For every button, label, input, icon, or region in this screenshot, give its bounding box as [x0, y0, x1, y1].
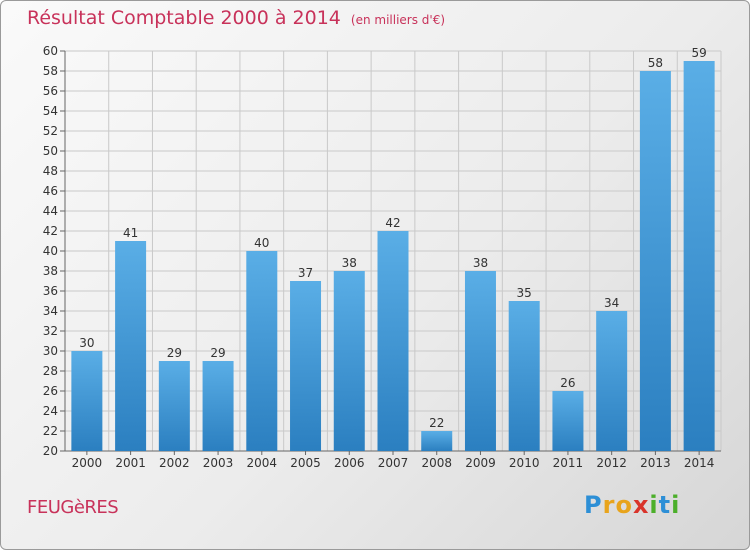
bar-2009 [464, 271, 496, 451]
bar-2002 [158, 361, 190, 451]
value-label: 40 [254, 236, 269, 250]
value-label: 58 [648, 56, 663, 70]
bar-2001 [115, 241, 147, 451]
bar-2008 [421, 431, 453, 451]
y-tick-label: 22 [43, 424, 58, 438]
logo-letter: i [671, 491, 681, 519]
bar-2013 [639, 71, 671, 451]
logo-letter: P [584, 491, 603, 519]
value-label: 59 [691, 46, 706, 60]
y-tick-label: 46 [43, 184, 58, 198]
y-tick-label: 60 [43, 44, 58, 58]
x-tick-label: 2008 [421, 456, 452, 470]
proxiti-logo[interactable]: Proxiti [584, 491, 680, 519]
y-tick-label: 30 [43, 344, 58, 358]
x-tick-label: 2001 [115, 456, 146, 470]
logo-letter: t [658, 491, 672, 519]
value-label: 29 [210, 346, 225, 360]
x-tick-label: 2000 [72, 456, 103, 470]
y-tick-label: 36 [43, 284, 58, 298]
y-tick-label: 20 [43, 444, 58, 458]
value-label: 37 [298, 266, 313, 280]
y-tick-label: 50 [43, 144, 58, 158]
bar-2014 [683, 61, 715, 451]
bar-2000 [71, 351, 103, 451]
bar-2005 [290, 281, 322, 451]
x-tick-label: 2011 [553, 456, 584, 470]
y-tick-label: 42 [43, 224, 58, 238]
x-tick-label: 2003 [203, 456, 234, 470]
y-tick-label: 56 [43, 84, 58, 98]
bar-2004 [246, 251, 278, 451]
x-tick-label: 2005 [290, 456, 321, 470]
logo-letter: r [602, 491, 616, 519]
bar-2003 [202, 361, 234, 451]
y-tick-label: 38 [43, 264, 58, 278]
y-tick-label: 24 [43, 404, 58, 418]
y-tick-label: 58 [43, 64, 58, 78]
logo-letter: x [632, 491, 650, 519]
x-tick-label: 2004 [247, 456, 278, 470]
logo-letter: o [615, 491, 633, 519]
y-tick-label: 48 [43, 164, 58, 178]
y-tick-label: 40 [43, 244, 58, 258]
bar-2010 [508, 301, 540, 451]
value-label: 35 [517, 286, 532, 300]
value-label: 38 [473, 256, 488, 270]
y-tick-label: 54 [43, 104, 58, 118]
x-tick-label: 2010 [509, 456, 540, 470]
y-tick-label: 26 [43, 384, 58, 398]
labels: 2000 30 2001 41 2002 29 2003 29 2004 40 2005 37 2006… [72, 46, 715, 470]
x-tick-label: 2007 [378, 456, 409, 470]
value-label: 38 [342, 256, 357, 270]
value-label: 30 [79, 336, 94, 350]
x-tick-label: 2012 [596, 456, 627, 470]
x-tick-label: 2013 [640, 456, 671, 470]
bar-2012 [596, 311, 628, 451]
chart-title: Résultat Comptable 2000 à 2014 (en millie… [27, 7, 445, 29]
value-label: 22 [429, 416, 444, 430]
value-label: 42 [385, 216, 400, 230]
x-tick-label: 2014 [684, 456, 715, 470]
value-label: 34 [604, 296, 619, 310]
y-tick-label: 34 [43, 304, 58, 318]
x-tick-label: 2009 [465, 456, 496, 470]
value-label: 29 [167, 346, 182, 360]
commune-name: FEUGèRES [27, 497, 119, 518]
logo-letter: i [649, 491, 659, 519]
y-tick-label: 44 [43, 204, 58, 218]
bar-2011 [552, 391, 584, 451]
y-tick-label: 28 [43, 364, 58, 378]
bars [71, 61, 715, 451]
y-tick-label: 52 [43, 124, 58, 138]
bar-2006 [333, 271, 365, 451]
chart-title-text: Résultat Comptable 2000 à 2014 [27, 7, 341, 29]
y-tick-label: 32 [43, 324, 58, 338]
unit-note: (en milliers d'€) [350, 13, 446, 27]
bar-2007 [377, 231, 409, 451]
value-label: 26 [560, 376, 575, 390]
x-tick-label: 2006 [334, 456, 365, 470]
x-tick-label: 2002 [159, 456, 190, 470]
value-label: 41 [123, 226, 138, 240]
